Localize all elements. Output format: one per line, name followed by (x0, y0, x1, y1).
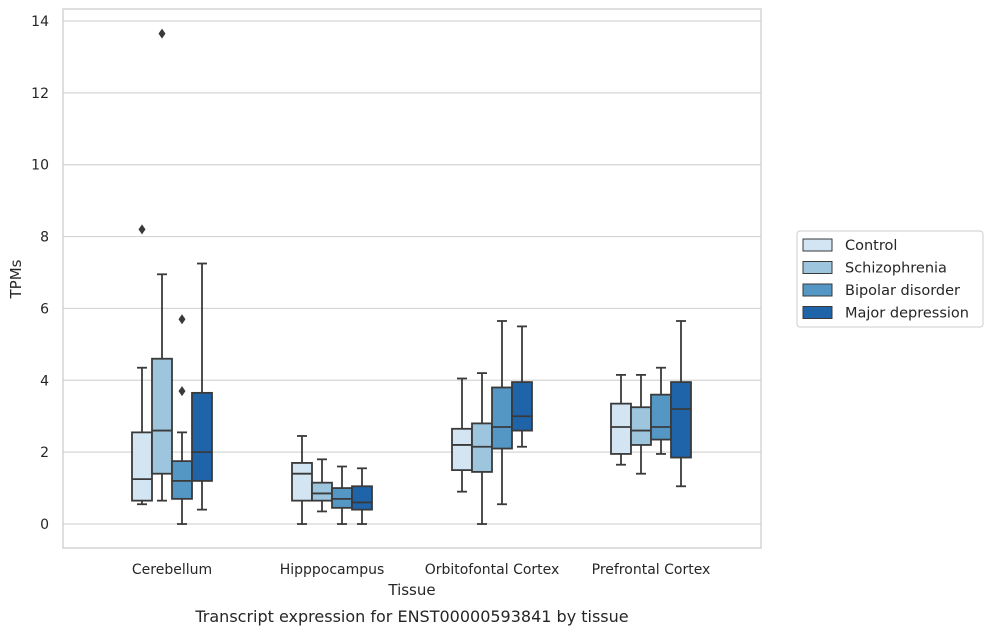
x-tick-labels: Cerebellum Hipppocampus Orbitofontal Corte… (132, 562, 710, 578)
box-0-2 (171, 314, 193, 525)
y-tick-label: 14 (31, 14, 49, 30)
outlier-point (158, 28, 166, 39)
x-tick-label: Prefrontal Cortex (592, 562, 711, 578)
outlier-point (138, 224, 146, 235)
x-axis-label: Tissue (387, 581, 435, 599)
box-1-2 (331, 465, 353, 525)
chart-caption: Transcript expression for ENST0000059384… (194, 607, 628, 626)
box-iqr (491, 386, 513, 450)
plot-background (63, 9, 761, 548)
x-tick-label: Orbitofontal Cortex (425, 562, 560, 578)
outlier-point (178, 386, 186, 397)
box-iqr (670, 381, 692, 459)
box-2-1 (471, 372, 493, 525)
x-tick-label: Hipppocampus (280, 562, 385, 578)
box-3-3 (670, 320, 692, 488)
plot-frame (62, 8, 762, 549)
y-axis-label: TPMs (7, 259, 25, 299)
box-iqr (151, 357, 173, 475)
legend-label: Schizophrenia (845, 261, 947, 277)
legend-label: Major depression (845, 306, 969, 322)
y-tick-label: 10 (31, 158, 49, 174)
box-iqr (351, 485, 373, 511)
box-iqr (610, 402, 632, 455)
legend-swatch (802, 283, 833, 297)
legend-label: Control (845, 238, 897, 254)
legend-label: Bipolar disorder (845, 283, 960, 299)
box-iqr (511, 381, 533, 432)
y-tick-label: 2 (40, 445, 49, 461)
box-iqr (630, 406, 652, 446)
box-0-3 (191, 262, 213, 511)
outlier-point (178, 314, 186, 325)
legend-frame (796, 230, 984, 328)
y-tick-label: 4 (40, 373, 49, 389)
x-tick-label: Cerebellum (132, 562, 212, 578)
y-tick-labels: 0 2 4 6 8 10 12 14 (31, 14, 49, 533)
box-0-0 (131, 224, 153, 506)
legend: Control Schizophrenia Bipolar disorder Majo… (796, 230, 984, 328)
box-iqr (451, 427, 473, 472)
box-0-1 (151, 28, 173, 502)
legend-swatch (802, 306, 833, 319)
box-iqr (311, 481, 333, 502)
legend-swatch (802, 261, 833, 274)
y-tick-label: 8 (40, 230, 49, 246)
y-tick-label: 0 (40, 517, 49, 533)
box-2-3 (511, 325, 533, 448)
box-iqr (131, 431, 153, 502)
box-1-3 (351, 467, 373, 525)
y-tick-label: 12 (31, 86, 49, 102)
y-tick-label: 6 (40, 301, 49, 317)
box-2-2 (491, 320, 513, 506)
box-iqr (291, 462, 313, 502)
legend-swatch (802, 238, 833, 252)
box-iqr (650, 393, 672, 441)
box-1-0 (291, 435, 313, 525)
box-series (131, 28, 692, 525)
box-3-1 (630, 373, 652, 475)
box-iqr (191, 391, 213, 482)
